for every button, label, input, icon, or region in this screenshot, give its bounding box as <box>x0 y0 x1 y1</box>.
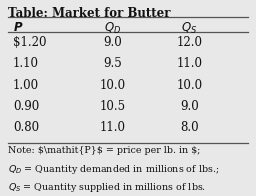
Text: $\boldsymbol{Q_S}$: $\boldsymbol{Q_S}$ <box>181 21 198 36</box>
Text: 1.10: 1.10 <box>13 57 39 70</box>
Text: Table: Market for Butter: Table: Market for Butter <box>8 7 170 20</box>
Text: $\boldsymbol{Q_D}$: $\boldsymbol{Q_D}$ <box>104 21 121 36</box>
Text: 1.00: 1.00 <box>13 79 39 92</box>
Text: 8.0: 8.0 <box>180 121 199 134</box>
Text: Note: $\mathit{P}$ = price per lb. in $;: Note: $\mathit{P}$ = price per lb. in $; <box>8 146 200 155</box>
Text: 9.0: 9.0 <box>103 36 122 49</box>
Text: 10.5: 10.5 <box>100 100 126 113</box>
Text: 0.80: 0.80 <box>13 121 39 134</box>
Text: 9.5: 9.5 <box>103 57 122 70</box>
Text: 0.90: 0.90 <box>13 100 39 113</box>
Text: $1.20: $1.20 <box>13 36 46 49</box>
Text: $\mathit{Q}_S$ = Quantity supplied in millions of lbs.: $\mathit{Q}_S$ = Quantity supplied in mi… <box>8 181 206 193</box>
Text: 9.0: 9.0 <box>180 100 199 113</box>
Text: $\boldsymbol{P}$: $\boldsymbol{P}$ <box>13 21 23 34</box>
Text: 10.0: 10.0 <box>100 79 126 92</box>
Text: 10.0: 10.0 <box>176 79 202 92</box>
Text: 11.0: 11.0 <box>176 57 202 70</box>
Text: 11.0: 11.0 <box>100 121 126 134</box>
Text: $\mathit{Q}_D$ = Quantity demanded in millions of lbs.;: $\mathit{Q}_D$ = Quantity demanded in mi… <box>8 163 219 176</box>
Text: 12.0: 12.0 <box>176 36 202 49</box>
